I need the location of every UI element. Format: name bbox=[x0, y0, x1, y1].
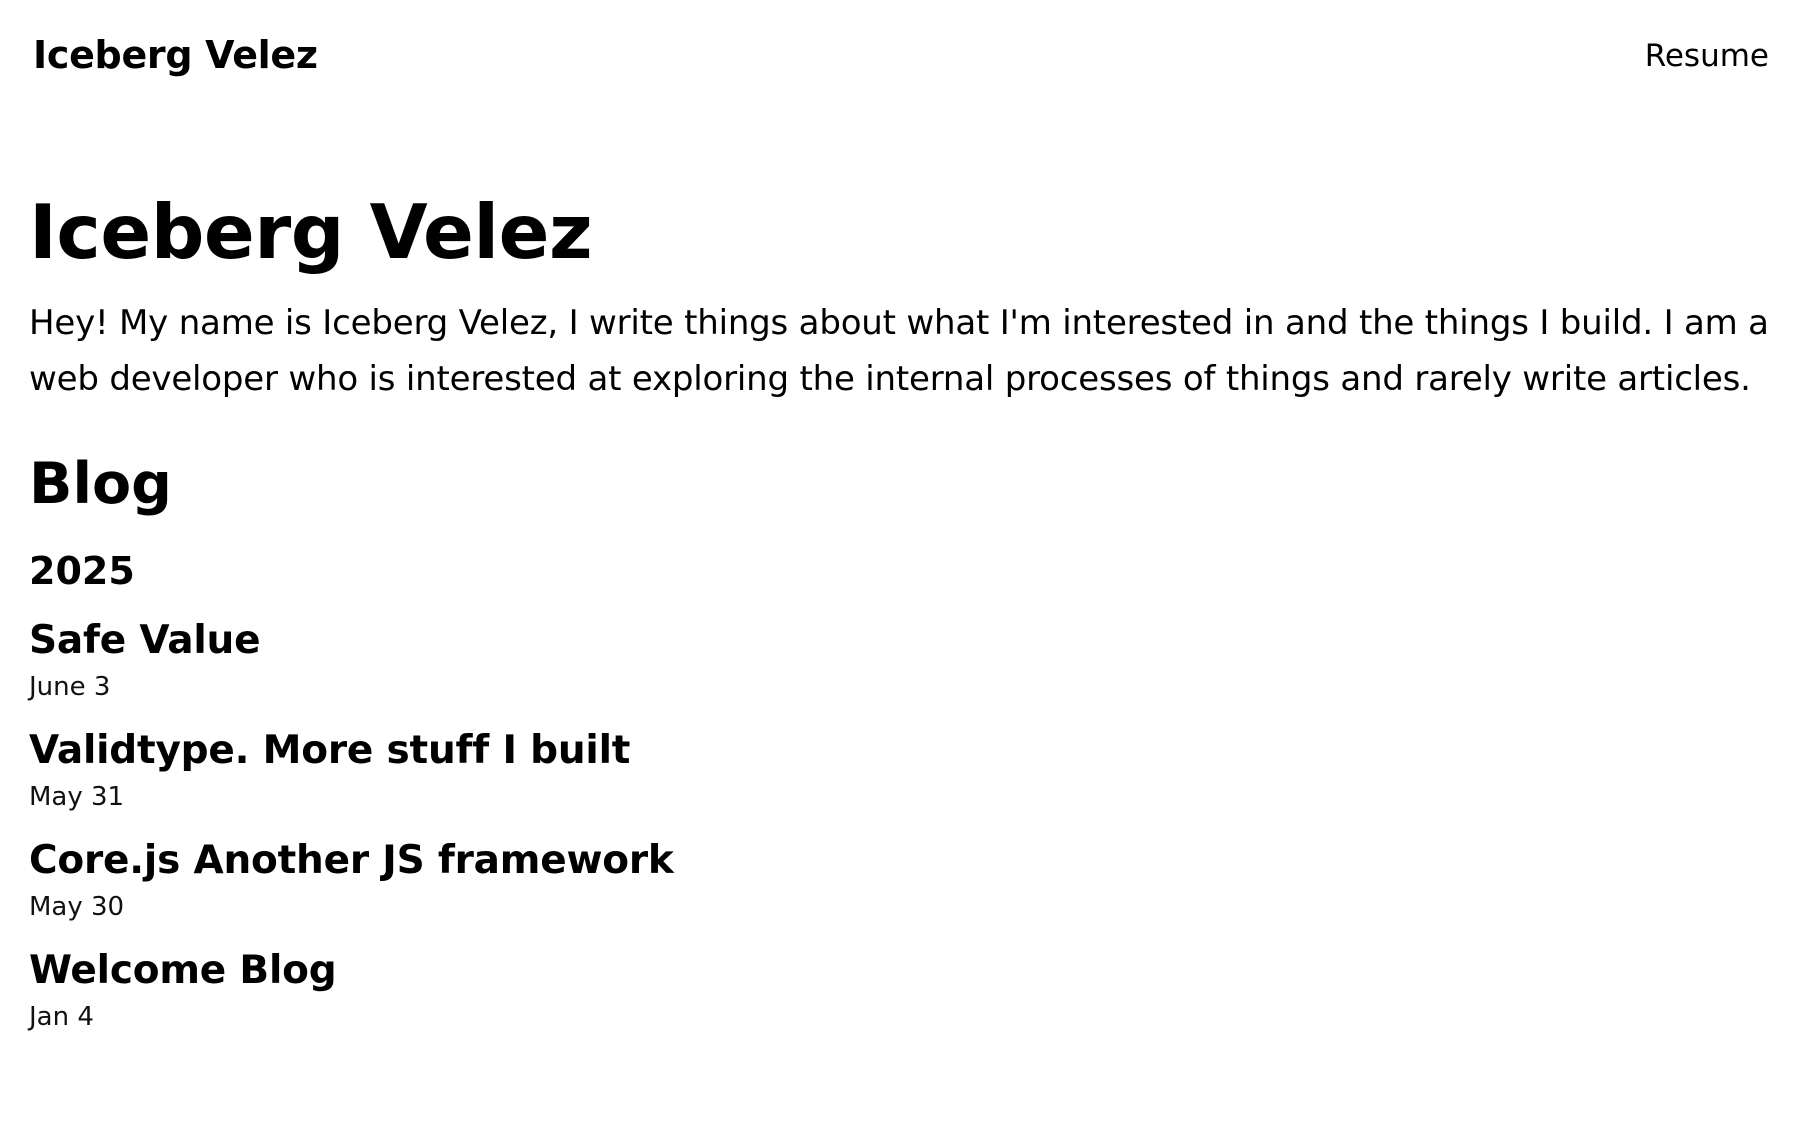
site-brand-link[interactable]: Iceberg Velez bbox=[33, 33, 318, 77]
post-date: May 31 bbox=[29, 782, 125, 812]
main-content: Iceberg Velez Hey! My name is Iceberg Ve… bbox=[0, 187, 1798, 1035]
post-title-link[interactable]: Welcome Blog bbox=[29, 948, 337, 993]
page-title: Iceberg Velez bbox=[29, 188, 593, 276]
post-title-link[interactable]: Safe Value bbox=[29, 618, 261, 663]
post-item: Core.js Another JS framework May 30 bbox=[29, 837, 1769, 925]
post-item: Safe Value June 3 bbox=[29, 617, 1769, 705]
nav-resume-link[interactable]: Resume bbox=[1644, 38, 1769, 74]
intro-paragraph: Hey! My name is Iceberg Velez, I write t… bbox=[29, 303, 1769, 399]
post-item: Welcome Blog Jan 4 bbox=[29, 947, 1769, 1035]
post-date: Jan 4 bbox=[29, 1002, 94, 1032]
post-date: June 3 bbox=[29, 672, 111, 702]
post-title-link[interactable]: Validtype. More stuff I built bbox=[29, 728, 631, 773]
post-list: Safe Value June 3 Validtype. More stuff … bbox=[29, 617, 1769, 1035]
post-title-link[interactable]: Core.js Another JS framework bbox=[29, 838, 674, 883]
year-heading: 2025 bbox=[29, 549, 135, 593]
post-date: May 30 bbox=[29, 892, 125, 922]
post-item: Validtype. More stuff I built May 31 bbox=[29, 727, 1769, 815]
site-header: Iceberg Velez Resume bbox=[0, 0, 1798, 110]
blog-heading: Blog bbox=[29, 451, 172, 517]
